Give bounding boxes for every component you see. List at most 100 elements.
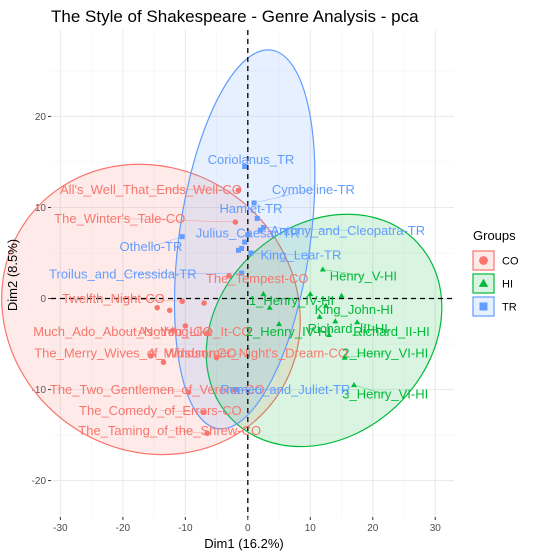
point-hi (341, 354, 348, 360)
point-label: All's_Well_That_Ends_Well-CO (60, 182, 242, 197)
point-co (226, 273, 232, 279)
point-label: The_Winter's_Tale-CO (54, 211, 185, 226)
point-co (232, 219, 239, 225)
point-co (235, 187, 242, 193)
label-connector (353, 384, 386, 395)
legend-title: Groups (473, 228, 516, 243)
point-label: Coriolanus_TR (208, 152, 295, 167)
y-axis-title: Dim2 (8.5%) (5, 239, 20, 311)
label-connector (216, 352, 248, 358)
point-co (204, 430, 210, 437)
y-tick-label: 10 (35, 203, 47, 214)
y-tick-label: -10 (32, 385, 47, 396)
point-label: Richard_II-HI (353, 324, 430, 339)
point-co (204, 330, 210, 336)
x-tick-label: 30 (430, 523, 442, 534)
point-co (185, 389, 192, 396)
point-tr (245, 232, 251, 238)
point-hi (326, 331, 333, 338)
point-tr (242, 239, 248, 245)
legend-label-hi: HI (502, 279, 513, 291)
point-label: Hamlet-TR (220, 201, 283, 216)
x-tick-label: -10 (178, 523, 193, 534)
legend-label-tr: TR (502, 302, 517, 314)
point-label: Julius_Caesar-TR (196, 225, 300, 240)
point-label: Antony_and_Cleopatra-TR (270, 223, 425, 238)
point-tr (254, 215, 260, 221)
x-tick-label: 10 (305, 523, 317, 534)
label-connector (150, 189, 239, 191)
point-label: Troilus_and_Cressida-TR (49, 266, 197, 281)
point-label: Cymbeline-TR (272, 182, 355, 197)
point-label: The_Comedy_of_Errors-CO (79, 403, 242, 418)
label-connector (263, 227, 348, 231)
y-tick-label: -20 (32, 476, 47, 487)
point-hi (307, 290, 314, 297)
point-hi (319, 266, 326, 272)
point-label: The_Taming_of_the_Shrew-CO (78, 423, 261, 438)
point-tr (239, 270, 245, 276)
point-co (201, 409, 207, 416)
point-label: Richard_III-HI (308, 321, 388, 336)
y-tick-label: 20 (35, 112, 47, 123)
point-label: A_Midsummer_Night's_Dream-CO (148, 346, 348, 361)
point-co (179, 298, 185, 305)
label-connector (250, 252, 301, 256)
label-connector (150, 236, 183, 247)
point-co (213, 354, 220, 361)
point-hi (260, 290, 267, 297)
plot-area: -30 -20 -10 0 10 20 30 -20 -10 0 10 20 All's_Well_Th… (1, 30, 454, 534)
legend: Groups CO HI TR (472, 228, 519, 317)
legend-label-co: CO (502, 256, 519, 268)
point-hi (332, 318, 339, 324)
point-co (154, 304, 160, 311)
point-label: Twelfth_Night-CO (62, 291, 165, 306)
point-label: 2_Henry_VI-HI (342, 346, 428, 361)
label-connector (119, 218, 236, 223)
x-tick-label: -20 (116, 523, 131, 534)
point-label: King_Lear-TR (260, 247, 341, 262)
point-label: As_You_Like_It-CO (138, 324, 252, 339)
point-tr (251, 200, 257, 206)
point-hi (316, 313, 323, 319)
legend-marker-hi (478, 278, 489, 287)
label-connector (169, 430, 208, 434)
label-connector (322, 269, 364, 277)
point-hi (276, 321, 283, 327)
chart-title: The Style of Shakespeare - Genre Analysi… (51, 7, 419, 26)
legend-marker-tr (479, 302, 488, 311)
label-connector (122, 272, 242, 275)
x-tick-label: 0 (245, 523, 251, 534)
point-label: 2_Henry_IV-HI (246, 324, 331, 339)
x-tick-label: -30 (53, 523, 68, 534)
point-label: Henry_V-HI (330, 268, 397, 283)
point-tr (260, 225, 266, 231)
label-connector (113, 298, 183, 302)
point-tr (179, 234, 185, 240)
x-tick-label: 20 (367, 523, 379, 534)
label-connector (357, 321, 392, 332)
point-label: The_Two_Gentlemen_of_Verona-CO (50, 382, 265, 397)
legend-marker-co (479, 256, 488, 265)
point-label: 3_Henry_VI-HI (342, 387, 428, 402)
point-tr (248, 250, 254, 256)
label-connector (157, 389, 189, 393)
point-co (166, 307, 173, 314)
confidence-ellipse-co (1, 163, 301, 456)
point-hi (266, 304, 273, 310)
point-label: The_Tempest-CO (206, 271, 309, 286)
point-hi (351, 382, 358, 388)
label-connector (344, 352, 386, 358)
point-co (201, 300, 207, 306)
y-tick-label: 0 (40, 294, 46, 305)
point-tr (239, 245, 245, 251)
point-co (182, 323, 189, 329)
point-co (170, 327, 176, 334)
label-connector (122, 330, 173, 332)
point-co (148, 353, 154, 359)
point-label: Much_Ado_About_Nothing-CO (33, 324, 212, 339)
point-label: Romeo_and_Juliet-TR (220, 382, 350, 397)
point-label: The_Merry_Wives_of_Windsor-CO (34, 346, 236, 361)
label-connector (254, 189, 314, 204)
point-hi (354, 319, 361, 325)
